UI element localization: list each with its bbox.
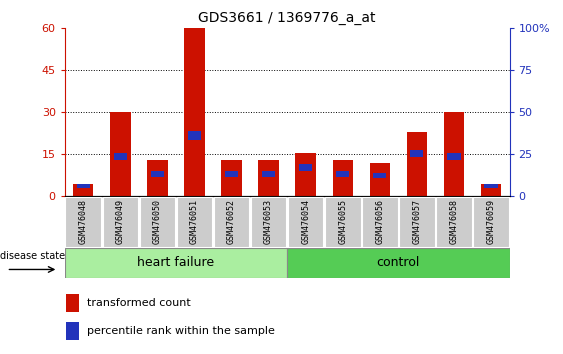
Text: GSM476055: GSM476055 <box>338 199 347 244</box>
Bar <box>66 322 79 340</box>
Title: GDS3661 / 1369776_a_at: GDS3661 / 1369776_a_at <box>198 11 376 24</box>
FancyBboxPatch shape <box>177 197 212 247</box>
FancyBboxPatch shape <box>102 197 138 247</box>
FancyBboxPatch shape <box>214 197 249 247</box>
Bar <box>299 164 312 171</box>
Text: GSM476048: GSM476048 <box>79 199 88 244</box>
FancyBboxPatch shape <box>140 197 175 247</box>
Bar <box>447 153 461 160</box>
Bar <box>484 184 498 188</box>
Bar <box>373 173 386 178</box>
FancyBboxPatch shape <box>65 197 101 247</box>
Bar <box>444 113 464 196</box>
Bar <box>333 160 353 196</box>
Bar <box>73 184 93 196</box>
Text: transformed count: transformed count <box>87 298 191 308</box>
FancyBboxPatch shape <box>251 197 287 247</box>
Text: GSM476057: GSM476057 <box>412 199 421 244</box>
Bar <box>77 184 90 188</box>
Bar <box>410 150 423 157</box>
Bar <box>296 153 316 196</box>
Bar <box>481 184 501 196</box>
Text: GSM476054: GSM476054 <box>301 199 310 244</box>
FancyBboxPatch shape <box>325 197 360 247</box>
FancyBboxPatch shape <box>288 197 324 247</box>
Text: GSM476050: GSM476050 <box>153 199 162 244</box>
Text: disease state: disease state <box>0 251 65 261</box>
Bar <box>188 131 201 141</box>
Bar <box>221 160 242 196</box>
Bar <box>406 132 427 196</box>
Bar <box>258 160 279 196</box>
FancyBboxPatch shape <box>436 197 472 247</box>
Text: GSM476049: GSM476049 <box>116 199 125 244</box>
Bar <box>66 294 79 312</box>
Text: GSM476053: GSM476053 <box>264 199 273 244</box>
Text: percentile rank within the sample: percentile rank within the sample <box>87 326 275 336</box>
Text: GSM476059: GSM476059 <box>486 199 495 244</box>
Bar <box>147 160 168 196</box>
Text: heart failure: heart failure <box>137 256 215 269</box>
FancyBboxPatch shape <box>473 197 509 247</box>
Text: control: control <box>377 256 420 269</box>
Bar <box>114 153 127 160</box>
Text: GSM476051: GSM476051 <box>190 199 199 244</box>
FancyBboxPatch shape <box>65 248 287 278</box>
Bar <box>262 171 275 177</box>
Text: GSM476056: GSM476056 <box>376 199 385 244</box>
Bar <box>151 171 164 177</box>
Bar <box>336 171 350 177</box>
Bar <box>369 163 390 196</box>
FancyBboxPatch shape <box>287 248 510 278</box>
FancyBboxPatch shape <box>362 197 397 247</box>
Text: GSM476052: GSM476052 <box>227 199 236 244</box>
FancyBboxPatch shape <box>399 197 435 247</box>
Bar <box>110 113 131 196</box>
Bar <box>225 171 238 177</box>
Bar <box>184 28 205 196</box>
Text: GSM476058: GSM476058 <box>449 199 458 244</box>
